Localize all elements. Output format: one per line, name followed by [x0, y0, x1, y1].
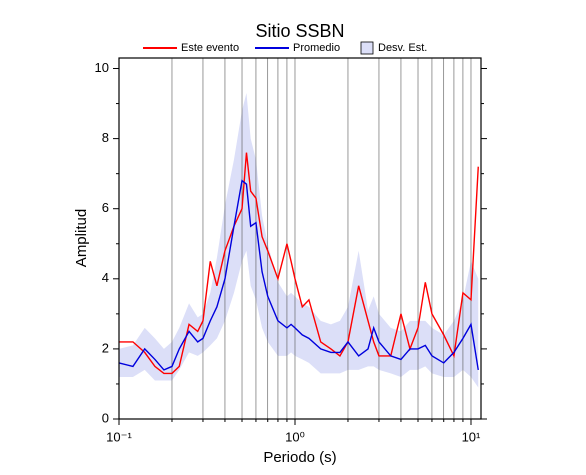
x-axis-label: Periodo (s): [263, 449, 336, 466]
y-tick-label: 6: [102, 200, 109, 215]
chart-title: Sitio SSBN: [255, 21, 344, 41]
legend-swatch: [360, 41, 374, 55]
y-tick-label: 4: [102, 270, 109, 285]
y-tick-label: 10: [95, 60, 109, 75]
data-line: [118, 179, 479, 371]
legend-label: Promedio: [293, 42, 340, 54]
x-tick-label: 10¹: [462, 429, 481, 444]
plot-frame: [118, 57, 482, 420]
legend-label: Desv. Est.: [378, 42, 427, 54]
data-line: [119, 152, 479, 375]
y-tick-label: 2: [102, 340, 109, 355]
legend-label: Este evento: [181, 42, 239, 54]
y-tick-label: 0: [102, 410, 109, 425]
x-tick-label: 10⁰: [285, 429, 305, 444]
y-tick-label: 8: [102, 130, 109, 145]
x-tick-label: 10⁻¹: [106, 429, 132, 444]
std-band: [119, 93, 479, 388]
y-axis-label: Amplitud: [73, 209, 90, 267]
